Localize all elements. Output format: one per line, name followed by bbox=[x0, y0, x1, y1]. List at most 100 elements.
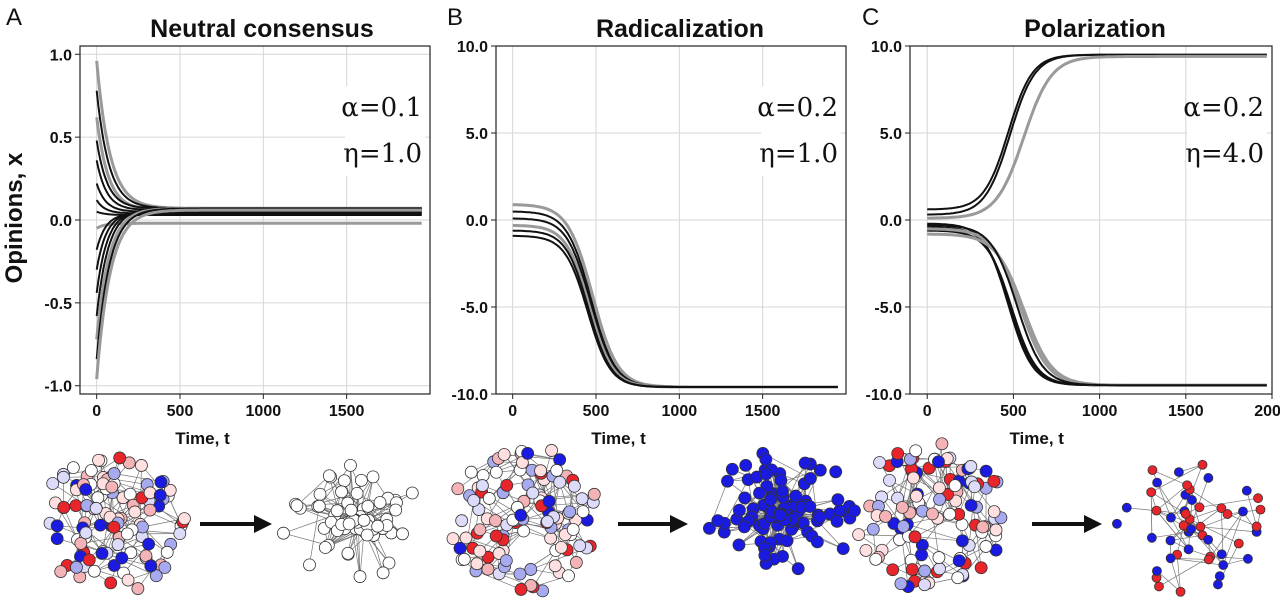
series-line bbox=[97, 208, 422, 359]
network-node bbox=[406, 487, 418, 499]
network-node bbox=[161, 546, 173, 558]
network-node bbox=[501, 479, 513, 491]
network-node bbox=[934, 563, 946, 575]
series-line bbox=[513, 236, 838, 387]
series-line bbox=[97, 208, 422, 339]
network-node bbox=[124, 488, 136, 500]
network-edge bbox=[1190, 519, 1239, 543]
param-alpha: α=0.1 bbox=[341, 93, 422, 123]
x-tick-label: 2000 bbox=[1254, 403, 1280, 420]
network-node bbox=[555, 541, 567, 553]
network-node bbox=[525, 563, 537, 575]
network-node bbox=[159, 562, 171, 574]
chart-panel-b: 0 500 1000 1500 -10.0 -5.0 0.0 5.0 10.0 Time, t α=… bbox=[452, 39, 846, 448]
network-node bbox=[916, 549, 928, 561]
panel-letter-a: A bbox=[6, 4, 22, 31]
network-node bbox=[848, 505, 860, 517]
network-node bbox=[1219, 561, 1228, 570]
network-node bbox=[135, 459, 147, 471]
network-node bbox=[764, 494, 776, 506]
network-node bbox=[919, 565, 931, 577]
network-graph bbox=[1112, 460, 1265, 596]
network-node bbox=[336, 486, 348, 498]
network-node bbox=[799, 457, 811, 469]
network-node bbox=[934, 493, 946, 505]
series-line bbox=[927, 227, 1267, 385]
network-node bbox=[910, 490, 922, 502]
network-node bbox=[919, 579, 931, 591]
x-tick-label: 1000 bbox=[1082, 403, 1118, 420]
network-node bbox=[108, 468, 120, 480]
y-tick-label: 5.0 bbox=[880, 126, 902, 143]
network-node bbox=[564, 506, 576, 518]
network-node bbox=[456, 515, 468, 527]
network-node bbox=[792, 563, 804, 575]
network-node bbox=[116, 552, 128, 564]
x-tick-label: 0 bbox=[508, 403, 517, 420]
y-tick-label: 0.0 bbox=[880, 213, 902, 230]
network-node bbox=[932, 456, 944, 468]
network-node bbox=[155, 476, 167, 488]
network-node bbox=[90, 502, 102, 514]
chart-panels: 0 500 1000 1500-1.0-0.50.00.51.0Time, tα=0.… bbox=[44, 39, 1280, 448]
network-node bbox=[490, 530, 502, 542]
network-node bbox=[390, 504, 402, 516]
network-node bbox=[551, 464, 563, 476]
network-node bbox=[933, 552, 945, 564]
network-node bbox=[1166, 513, 1175, 522]
arrow-icon bbox=[200, 515, 272, 533]
network-node bbox=[178, 513, 190, 525]
network-node bbox=[476, 480, 488, 492]
network-node bbox=[804, 500, 816, 512]
network-node bbox=[567, 524, 579, 536]
network-node bbox=[474, 524, 486, 536]
network-node bbox=[760, 468, 772, 480]
network-node bbox=[1154, 582, 1163, 591]
x-tick-label: 1000 bbox=[662, 403, 698, 420]
series-line bbox=[97, 223, 422, 228]
network-node bbox=[144, 504, 156, 516]
y-tick-label: -5.0 bbox=[874, 300, 902, 317]
x-tick-label: 1500 bbox=[745, 403, 781, 420]
network-node bbox=[814, 511, 826, 523]
figure: A Neutral consensus B Radicalization C P… bbox=[0, 0, 1280, 609]
y-tick-label: 5.0 bbox=[466, 126, 488, 143]
series-line bbox=[513, 231, 838, 387]
network-node bbox=[1204, 535, 1213, 544]
network-node bbox=[1243, 554, 1252, 563]
network-node bbox=[775, 474, 787, 486]
series-line bbox=[97, 210, 422, 379]
network-node bbox=[114, 452, 126, 464]
network-node bbox=[122, 574, 134, 586]
network-node bbox=[563, 570, 575, 582]
network-node bbox=[106, 481, 118, 493]
network-node bbox=[965, 499, 977, 511]
network-node bbox=[1147, 533, 1156, 542]
network-node bbox=[1176, 587, 1185, 596]
param-eta: η=1.0 bbox=[343, 139, 422, 169]
network-node bbox=[577, 506, 589, 518]
network-node bbox=[304, 559, 316, 571]
network-node bbox=[726, 463, 738, 475]
network-node bbox=[483, 492, 495, 504]
network-node bbox=[291, 500, 303, 512]
network-node bbox=[319, 542, 331, 554]
network-node bbox=[880, 510, 892, 522]
y-tick-label: 0.0 bbox=[466, 213, 488, 230]
network-node bbox=[1196, 522, 1205, 531]
network-node bbox=[887, 564, 899, 576]
network-node bbox=[884, 474, 896, 486]
param-eta: η=1.0 bbox=[759, 139, 838, 169]
network-node bbox=[143, 538, 155, 550]
network-node bbox=[740, 459, 752, 471]
network-node bbox=[988, 475, 1000, 487]
network-node bbox=[837, 543, 849, 555]
network-node bbox=[1198, 460, 1207, 469]
network-node bbox=[1112, 519, 1121, 528]
network-node bbox=[1254, 494, 1263, 503]
chart-panel-a: 0 500 1000 1500 -1.0 -0.5 0.0 0.5 1.0 Time, t α=0.… bbox=[44, 46, 430, 448]
network-node bbox=[953, 555, 965, 567]
x-tick-label: 500 bbox=[167, 403, 194, 420]
network-node bbox=[721, 475, 733, 487]
network-illustrations bbox=[44, 438, 1265, 597]
